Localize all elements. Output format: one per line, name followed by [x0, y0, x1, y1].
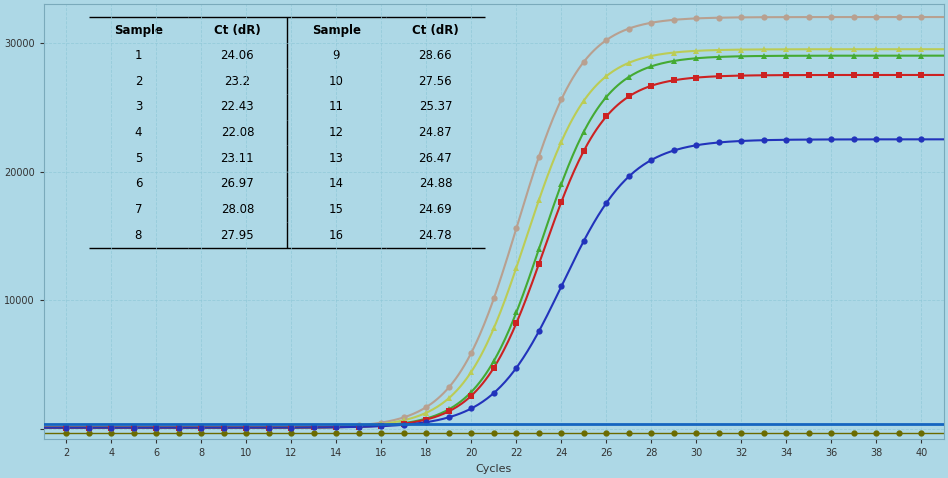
X-axis label: Cycles: Cycles	[476, 464, 512, 474]
